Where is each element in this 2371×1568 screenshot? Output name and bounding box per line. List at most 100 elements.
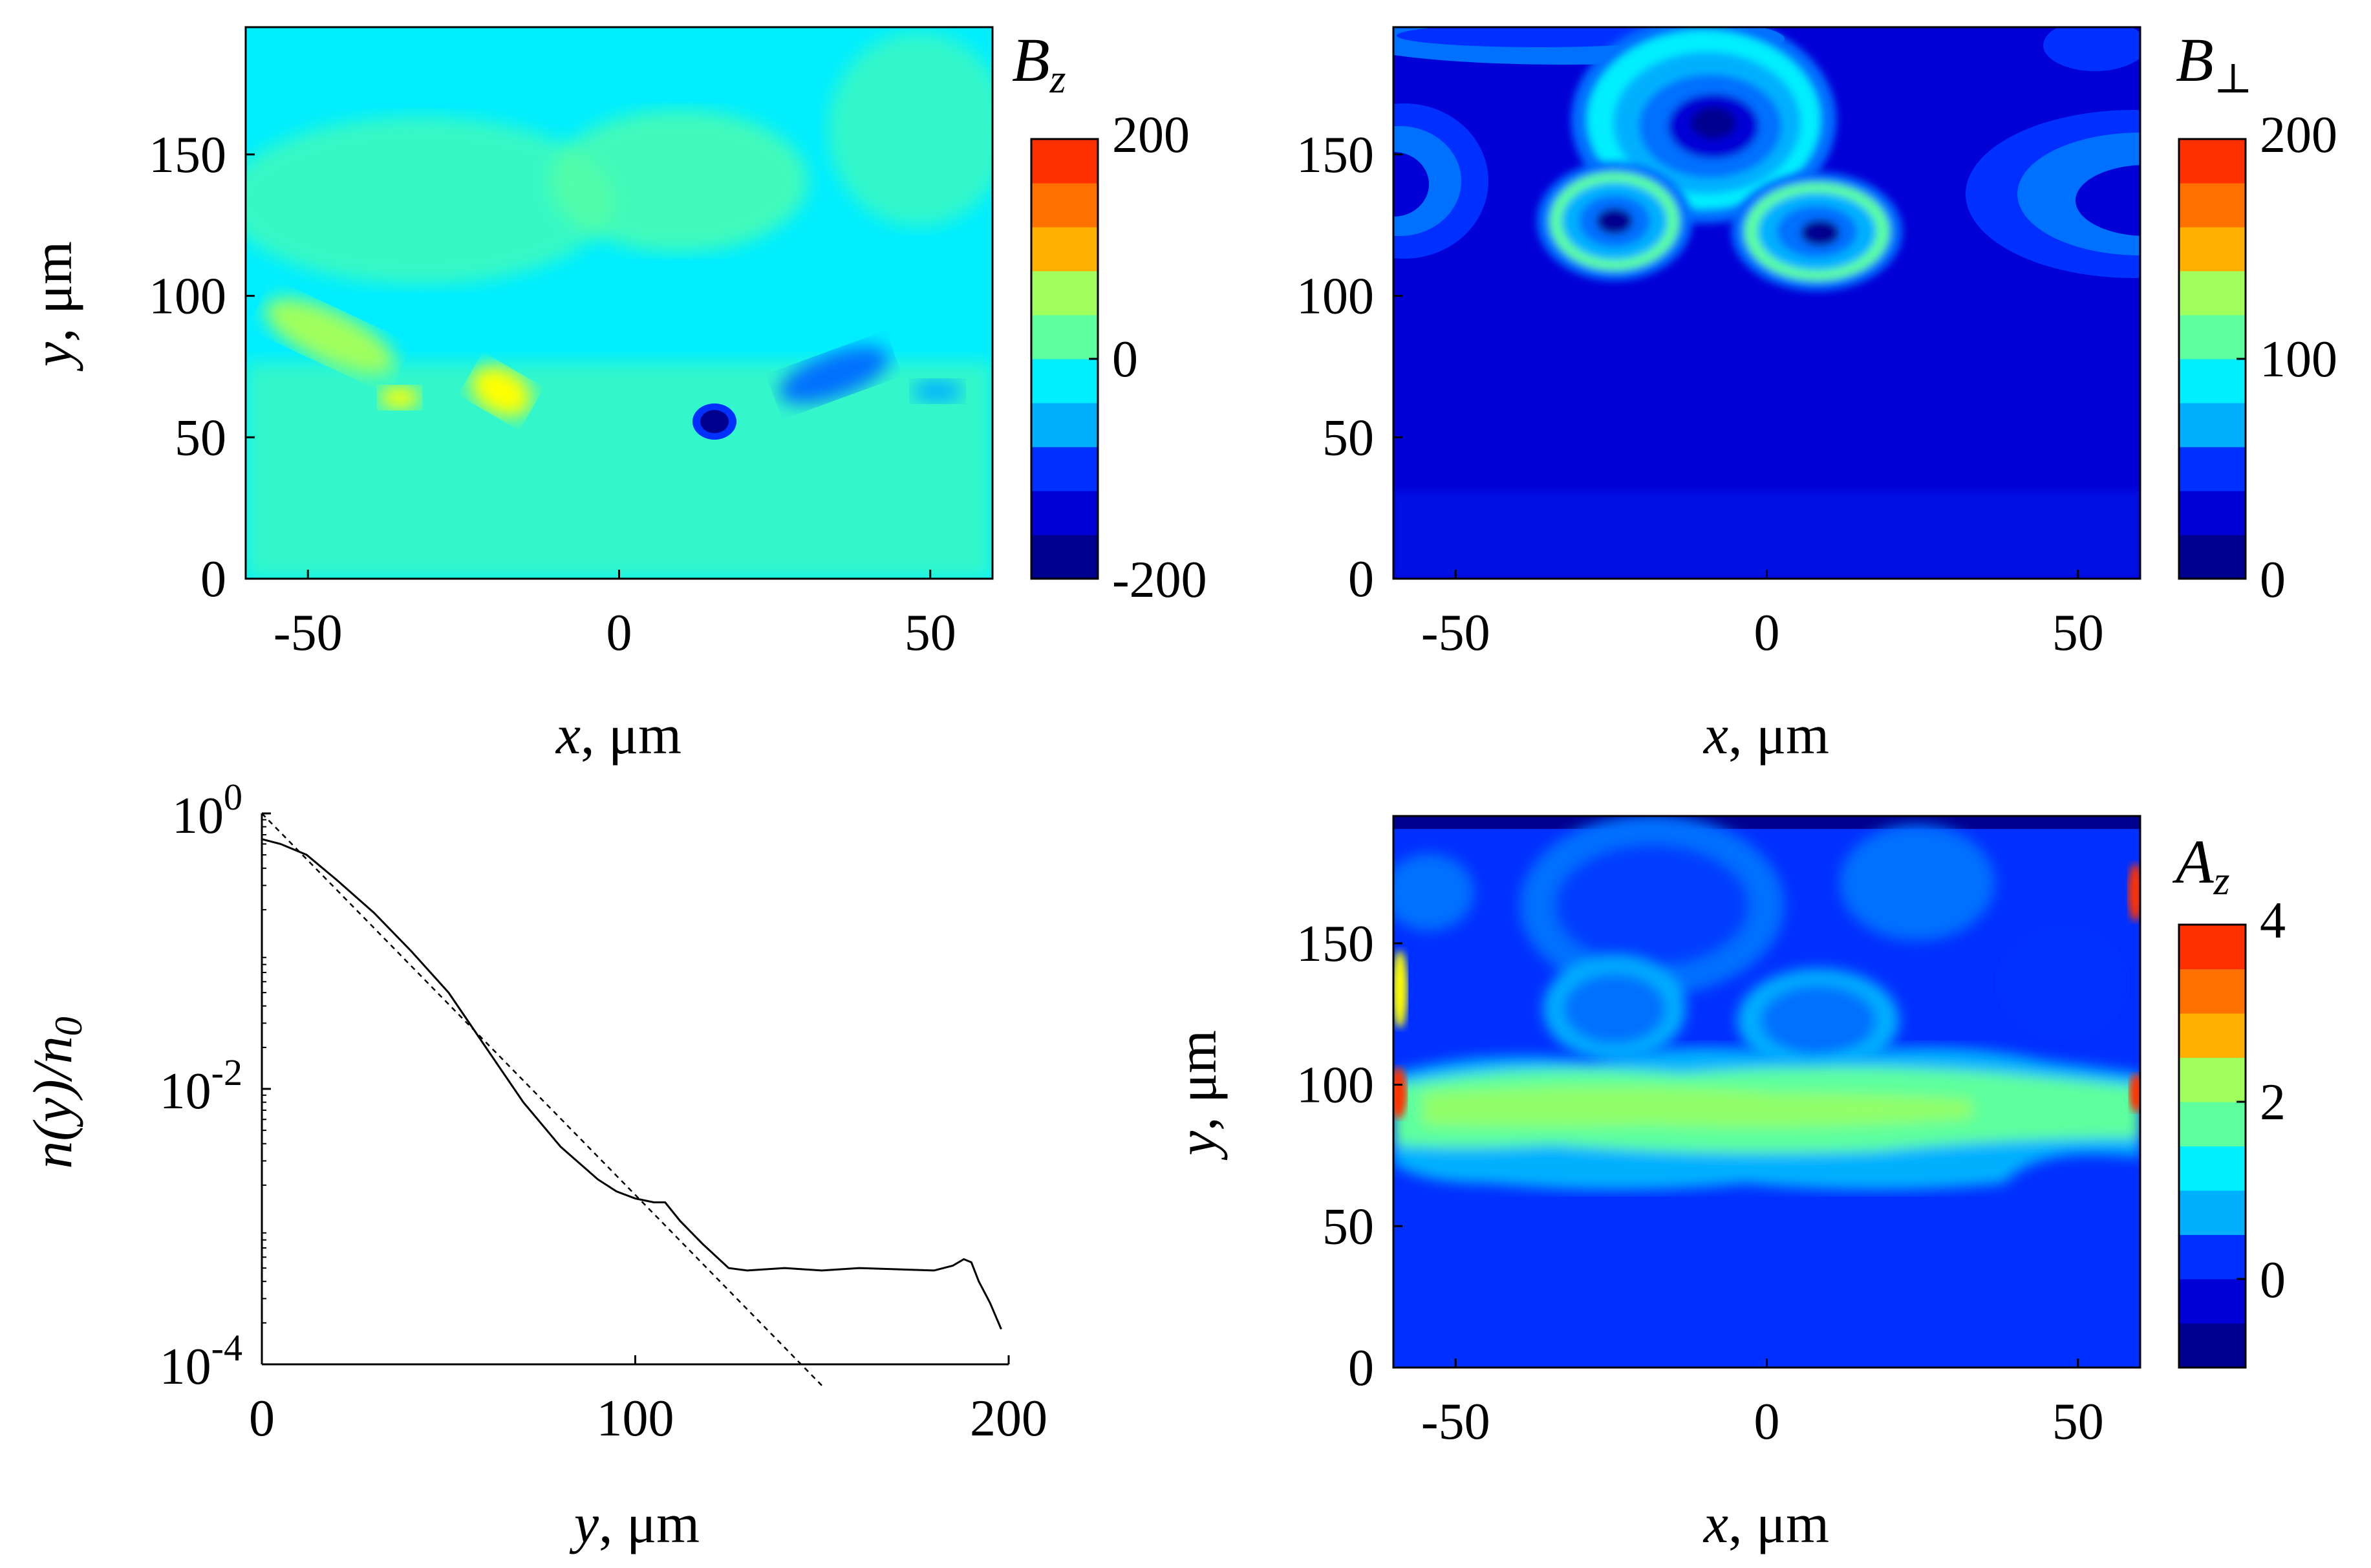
- az-left-edge-hotspot: [1393, 1067, 1407, 1119]
- bz-x-tick-label: 0: [606, 605, 632, 661]
- bz-upper-mid-region: [550, 110, 808, 252]
- density-panel: 0 100 200 10-4 10-2 100 y, μm n(y)/n0: [21, 776, 1047, 1554]
- az-top-right-hotspot: [2128, 863, 2140, 921]
- bz-colorbar-segment: [1031, 447, 1098, 491]
- az-colorbar-segment: [2179, 1146, 2246, 1191]
- bperp-panel: -50 0 50 0 50 100 150 0 100 200 x, μm B⊥: [1296, 25, 2337, 766]
- bperp-top-ring: [1571, 27, 1836, 223]
- bz-x-axis-label: x, μm: [555, 703, 681, 766]
- az-density-band: [1393, 1047, 2140, 1190]
- az-colorbar-frame: [2178, 923, 2247, 1369]
- az-colorbar-segment: [2179, 1102, 2246, 1146]
- bperp-colorbar-segment: [2179, 271, 2246, 316]
- bz-colorbar: -200 0 200: [1030, 107, 1207, 608]
- bperp-left-ring-core: [1393, 152, 1429, 217]
- bz-colorbar-segment: [1031, 183, 1098, 228]
- az-colorbar-segment: [2179, 1057, 2246, 1102]
- bz-colorbar-segment: [1031, 315, 1098, 360]
- bz-heatmap: [246, 27, 992, 579]
- az-x-ticks: -50 0 50: [1421, 1359, 2104, 1450]
- az-y-axis-label: y, μm: [1166, 1030, 1228, 1161]
- az-y-tick-label: 150: [1296, 916, 1374, 972]
- bz-upper-left-region: [246, 116, 614, 285]
- bperp-heatmap: [1393, 27, 2140, 579]
- bz-colorbar-tick-label: 200: [1112, 107, 1190, 164]
- bperp-colorbar: 0 100 200: [2178, 107, 2337, 608]
- az-right-edge-hotspot: [2129, 1073, 2140, 1112]
- bperp-colorbar-segment: [2179, 139, 2246, 184]
- bz-colorbar-segment: [1031, 535, 1098, 579]
- bz-colorbar-tick-label: 0: [1112, 331, 1138, 388]
- bperp-lower-right-ring: [1732, 172, 1902, 291]
- az-heatmap: [1393, 816, 2140, 1368]
- bperp-y-tick-label: 0: [1348, 551, 1374, 608]
- bz-colorbar-segment: [1031, 271, 1098, 316]
- bz-colorbar-tick-label: -200: [1112, 552, 1207, 608]
- bperp-colorbar-segment: [2179, 183, 2246, 228]
- bperp-y-tick-label: 150: [1296, 127, 1374, 184]
- density-x-tick-label: 0: [249, 1390, 275, 1447]
- az-panel: -50 0 50 0 50 100 150 0 2 4 x, μm y, μm Az: [1166, 815, 2286, 1554]
- az-colorbar-segment: [2179, 1234, 2246, 1280]
- bz-panel: -50 0 50 0 50 100 150 -200 0 200 x, μm y, μm Bz: [21, 25, 1207, 766]
- bperp-x-axis-label: x, μm: [1702, 703, 1829, 766]
- bz-negative-streak-2: [912, 380, 963, 403]
- az-left-edge-band: [1393, 950, 1408, 1028]
- bperp-top-arc-inner: [1397, 27, 1681, 47]
- density-series-simulation: [261, 838, 1002, 1330]
- bperp-top-right-blob: [2043, 27, 2140, 71]
- az-colorbar-segment: [2179, 925, 2246, 969]
- bz-colorbar-segment: [1031, 403, 1098, 447]
- density-y-axis-label: n(y)/n0: [21, 1016, 90, 1168]
- az-colorbar-title: Az: [2172, 827, 2230, 903]
- az-top-edge: [1393, 816, 2140, 829]
- az-colorbar: 0 2 4: [2178, 892, 2286, 1369]
- az-colorbar-tick-label: 4: [2260, 892, 2286, 949]
- az-colorbar-segment: [2179, 1323, 2246, 1368]
- density-series: [261, 813, 1002, 1386]
- az-x-tick-label: 50: [2052, 1393, 2104, 1450]
- bperp-colorbar-segment: [2179, 447, 2246, 491]
- density-series-exponential-fit: [261, 813, 823, 1386]
- density-axes: [261, 813, 1009, 1366]
- az-y-ticks: 0 50 100 150: [1296, 916, 1402, 1397]
- density-y-ticks: 10-4 10-2 100: [160, 776, 271, 1395]
- density-y-tick-label: 10-2: [160, 1051, 242, 1120]
- bz-positive-spot-2: [471, 365, 531, 417]
- az-colorbar-segment: [2179, 969, 2246, 1014]
- density-y-tick-label: 100: [172, 776, 242, 844]
- bz-lower-region: [246, 362, 992, 579]
- bperp-colorbar-tick-label: 200: [2260, 107, 2337, 164]
- az-colorbar-segment: [2179, 1279, 2246, 1324]
- az-y-tick-label: 0: [1348, 1340, 1374, 1397]
- bz-negative-streak: [778, 346, 890, 404]
- az-colorbar-segment: [2179, 1013, 2246, 1058]
- density-x-axis-label: y, μm: [569, 1492, 700, 1554]
- bperp-colorbar-segment: [2179, 227, 2246, 272]
- bperp-right-ring-core: [2076, 165, 2140, 236]
- bperp-colorbar-segment: [2179, 359, 2246, 403]
- bperp-x-tick-label: 50: [2052, 605, 2104, 661]
- bz-positive-streak-1: [264, 298, 396, 374]
- az-x-axis-label: x, μm: [1702, 1492, 1829, 1554]
- bperp-x-tick-label: 0: [1754, 605, 1780, 661]
- az-x-tick-label: -50: [1421, 1393, 1490, 1450]
- bperp-lower-left-ring: [1537, 162, 1692, 281]
- bz-negative-spot: [700, 410, 729, 433]
- bz-colorbar-segment: [1031, 359, 1098, 403]
- density-x-tick-label: 200: [970, 1390, 1047, 1447]
- az-x-tick-label: 0: [1754, 1393, 1780, 1450]
- bz-upper-right-region: [828, 32, 992, 226]
- az-y-tick-label: 100: [1296, 1057, 1374, 1114]
- bz-y-tick-label: 50: [175, 409, 226, 466]
- bperp-colorbar-segment: [2179, 535, 2246, 579]
- az-colorbar-segment: [2179, 1190, 2246, 1235]
- bz-colorbar-segment: [1031, 491, 1098, 535]
- bperp-colorbar-segment: [2179, 403, 2246, 447]
- bz-colorbar-segment: [1031, 139, 1098, 184]
- bperp-noise-band: [1393, 491, 2140, 579]
- az-colorbar-tick-label: 0: [2260, 1252, 2286, 1309]
- bperp-x-ticks: -50 0 50: [1421, 570, 2104, 661]
- bperp-colorbar-segment: [2179, 491, 2246, 535]
